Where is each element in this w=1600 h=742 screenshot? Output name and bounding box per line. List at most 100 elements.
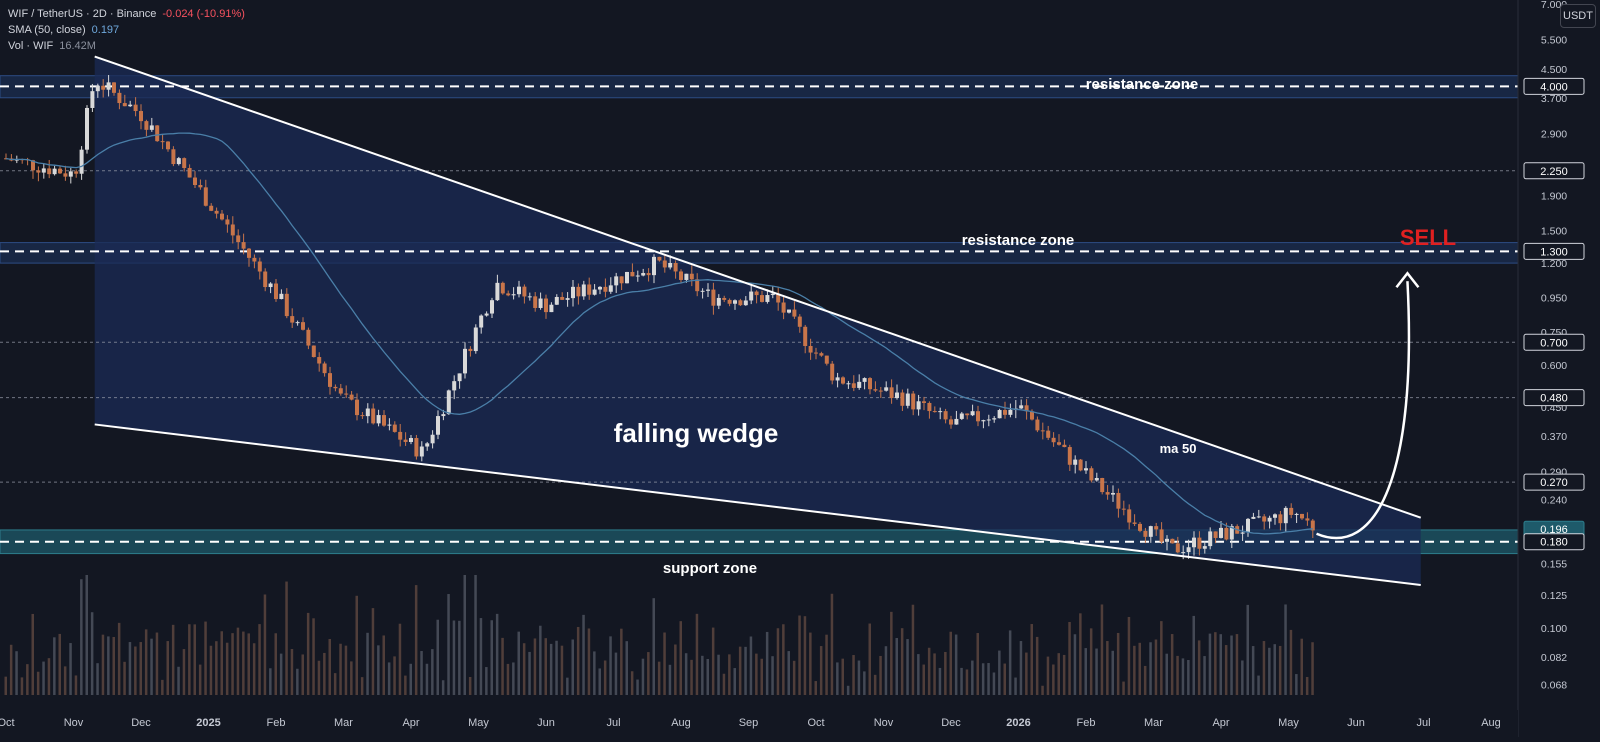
- time-axis-background: [0, 710, 1518, 737]
- candle-body: [63, 173, 68, 177]
- volume-bar: [107, 636, 110, 695]
- volume-bar: [620, 628, 623, 695]
- price-tick-label: 4.500: [1541, 64, 1567, 76]
- volume-bar: [971, 660, 974, 695]
- projection-arrow[interactable]: [1316, 281, 1411, 540]
- volume-bar: [755, 653, 758, 695]
- candle-body: [1256, 516, 1261, 518]
- volume-bar: [1106, 641, 1109, 695]
- volume-bar: [803, 616, 807, 695]
- volume-bar: [884, 646, 888, 695]
- volume-bar: [58, 633, 61, 695]
- price-tag-box: [1523, 473, 1585, 491]
- time-tick-label: Jun: [1347, 717, 1365, 729]
- volume-bar: [701, 655, 704, 695]
- time-tick-label: Aug: [671, 717, 691, 729]
- time-tick-label: Nov: [64, 717, 84, 729]
- time-tick-label: Dec: [941, 717, 961, 729]
- wedge-upper-line[interactable]: [94, 55, 1422, 519]
- volume-bar: [177, 666, 180, 695]
- candle-body: [554, 296, 559, 305]
- price-tick-label: 0.155: [1541, 559, 1567, 571]
- candle-body: [144, 121, 149, 130]
- volume-bar: [528, 651, 531, 695]
- candle-body: [1094, 477, 1099, 481]
- candle-body: [679, 271, 683, 280]
- candle-body: [176, 158, 181, 165]
- candle-body: [884, 387, 889, 391]
- candle-body: [338, 388, 343, 394]
- candle-body: [1240, 532, 1245, 534]
- volume-bar: [625, 641, 628, 695]
- candle-body: [916, 401, 921, 410]
- volume-bar: [1241, 660, 1244, 695]
- price-tag-box: [1523, 242, 1585, 260]
- volume-bar: [679, 621, 682, 695]
- volume-bar: [582, 614, 585, 695]
- volume-bar: [1133, 645, 1136, 695]
- candle-body: [409, 438, 413, 442]
- candle-body: [274, 283, 278, 300]
- candle-body: [830, 363, 835, 381]
- candle-body: [1040, 430, 1045, 432]
- candle-body: [68, 171, 73, 177]
- volume-bar: [1246, 604, 1249, 695]
- resistance-zone-mid-label: resistance zone: [962, 232, 1075, 249]
- resistance-zone-top-label: resistance zone: [1086, 76, 1199, 93]
- change-value: -0.024 (-10.91%): [162, 8, 245, 20]
- candle-body: [1246, 518, 1250, 533]
- volume-bar: [917, 654, 920, 695]
- time-tick-label: Aug: [1481, 717, 1501, 729]
- candle-body: [646, 273, 651, 276]
- candle-body: [430, 434, 435, 444]
- ma-50-label: ma 50: [1160, 441, 1197, 456]
- price-tag-label: 0.180: [1540, 537, 1568, 549]
- candle-body: [581, 284, 586, 297]
- candle-body: [225, 219, 230, 225]
- candle-body: [419, 446, 424, 457]
- price-tag-label: 0.196: [1540, 524, 1568, 536]
- volume-bar: [312, 618, 315, 695]
- price-tag-label: 0.700: [1540, 337, 1568, 349]
- candle-body: [517, 286, 521, 295]
- volume-bar: [1224, 645, 1228, 695]
- volume-bar: [139, 642, 142, 695]
- volume-bar: [809, 632, 812, 695]
- candle-body: [392, 424, 397, 432]
- candle-body: [133, 104, 138, 112]
- projection-arrowhead: [1395, 271, 1420, 289]
- candle-body: [868, 378, 872, 390]
- candle-body: [257, 261, 262, 272]
- candle-body: [587, 284, 592, 295]
- volume-bar: [566, 677, 569, 695]
- volume-bar: [204, 621, 207, 695]
- candle-body: [765, 295, 770, 302]
- candle-body: [295, 322, 300, 324]
- price-tag-box: [1523, 533, 1585, 551]
- volume-label[interactable]: Vol · WIF: [8, 40, 54, 52]
- candle-body: [1165, 538, 1169, 542]
- candle-body: [382, 415, 386, 426]
- falling-wedge-area: [94, 56, 1421, 586]
- candle-body: [1219, 527, 1223, 538]
- wedge-lower-line[interactable]: [94, 423, 1421, 587]
- volume-bar: [722, 673, 726, 695]
- candle-body: [592, 289, 597, 295]
- candle-body: [668, 262, 673, 268]
- volume-bar: [1100, 604, 1104, 695]
- price-tag-label: 0.480: [1540, 393, 1568, 405]
- quote-currency-badge[interactable]: USDT: [1560, 4, 1596, 28]
- candle-body: [997, 410, 1002, 419]
- volume-bar: [868, 623, 871, 695]
- candle-body: [203, 187, 208, 206]
- candle-body: [911, 393, 916, 410]
- candle-body: [376, 415, 381, 424]
- sma-label[interactable]: SMA (50, close): [8, 24, 86, 36]
- volume-bar: [117, 622, 121, 695]
- candle-body: [122, 103, 127, 107]
- candle-body: [797, 316, 802, 327]
- symbol-label[interactable]: WIF / TetherUS · 2D · Binance: [8, 8, 157, 20]
- price-tick-label: 1.500: [1541, 225, 1567, 237]
- candle-body: [128, 104, 133, 107]
